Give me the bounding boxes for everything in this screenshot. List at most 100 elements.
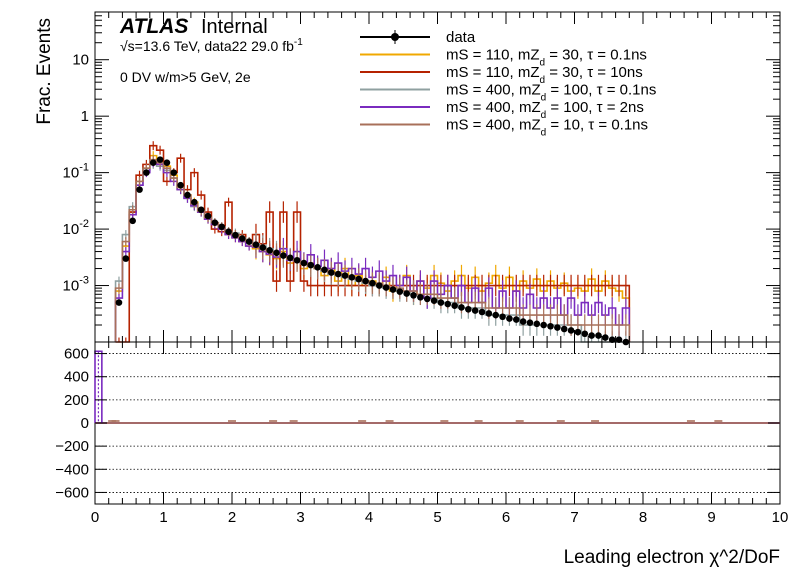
lumi-superscript: -1 (294, 37, 303, 48)
data-point (184, 191, 191, 199)
data-point (143, 169, 150, 176)
data-point (266, 247, 273, 254)
data-point (259, 244, 267, 251)
data-point (149, 159, 157, 166)
data-point (191, 198, 198, 206)
data-point (115, 299, 123, 306)
data-point (375, 282, 383, 289)
data-point (451, 302, 458, 309)
data-point (423, 295, 431, 303)
data-point (321, 266, 328, 274)
data-point (341, 272, 349, 279)
data-point (478, 308, 486, 316)
data-point (560, 325, 568, 333)
data-point (328, 269, 335, 276)
data-point (232, 231, 239, 239)
data-point (444, 300, 452, 308)
data-point (163, 159, 171, 166)
y-tick-label: 10 (72, 52, 89, 69)
data-point (156, 156, 164, 163)
series-1-step-line (114, 154, 631, 342)
data-point (211, 219, 219, 226)
ratio-y-tick-label: −400 (55, 461, 89, 478)
data-point (300, 259, 308, 267)
data-point (471, 307, 479, 314)
data-point (362, 277, 369, 285)
data-point (204, 212, 212, 220)
main-series-group (114, 141, 631, 346)
data-point (410, 292, 417, 299)
data-point (533, 320, 541, 328)
data-point (369, 279, 376, 287)
energy-lumi-text: √s=13.6 TeV, data22 29.0 fb-1 (120, 37, 303, 54)
data-point (348, 273, 356, 281)
data-point (197, 206, 205, 214)
ratio-y-tick-label: 600 (64, 346, 89, 363)
data-point (588, 332, 595, 339)
data-point (540, 321, 547, 329)
main-axes-group: 10-3 10-2 10-1 1 10 (63, 11, 781, 342)
data-point (293, 256, 301, 264)
ratio-y-tick-label: −600 (55, 484, 89, 501)
data-point (382, 284, 390, 291)
series-2-step-line (115, 144, 631, 343)
legend-label-2: mS = 110, mZd = 30, τ = 10ns (446, 64, 643, 86)
data-point (136, 186, 143, 193)
data-point (547, 322, 554, 330)
data-point (252, 241, 260, 248)
data-point (334, 270, 342, 278)
data-point (519, 318, 527, 325)
data-point (526, 319, 534, 326)
legend-label-4: mS = 400, mZd = 100, τ = 2ns (446, 99, 644, 121)
data-point (122, 255, 130, 262)
data-point (245, 238, 253, 245)
energy-text: √s=13.6 TeV, data22 29.0 fb (120, 38, 294, 54)
legend-label-3: mS = 400, mZd = 100, τ = 0.1ns (446, 82, 656, 104)
data-point (602, 334, 609, 341)
data-point (506, 315, 513, 322)
data-point (458, 304, 465, 311)
data-point (512, 316, 520, 323)
legend-label-0: data (446, 29, 476, 46)
data-point (355, 275, 363, 283)
x-axis-label: Leading electron χ^2/DoF (564, 547, 780, 568)
y-tick-label: 10-2 (63, 218, 89, 238)
x-tick-label: 0 (91, 509, 99, 526)
x-tick-label: 8 (639, 509, 647, 526)
data-point (499, 313, 506, 321)
y-axis-label: Frac. Events (34, 18, 55, 125)
data-point (595, 332, 602, 339)
data-point (492, 311, 500, 319)
data-point (280, 252, 287, 259)
data-point (567, 327, 575, 334)
data-point (177, 181, 184, 189)
data-point (129, 217, 136, 225)
series-5-step-line (114, 158, 631, 342)
x-tick-label: 6 (502, 509, 510, 526)
data-point (608, 336, 616, 343)
x-tick-label: 4 (365, 509, 373, 526)
x-tick-label: 2 (228, 509, 236, 526)
ratio-y-tick-label: 400 (64, 369, 89, 386)
x-tick-label: 7 (570, 509, 578, 526)
data-point (396, 288, 404, 295)
x-tick-label: 3 (296, 509, 304, 526)
atlas-logo-text: ATLAS (119, 15, 188, 38)
ratio-spike (94, 350, 103, 423)
data-point (225, 228, 232, 235)
data-point (417, 293, 424, 301)
data-point (430, 297, 438, 304)
ratio-series-group (94, 350, 780, 424)
ratio-y-tick-label: 200 (64, 392, 89, 409)
data-point (307, 261, 315, 269)
y-tick-label: 10-3 (63, 275, 89, 295)
data-point (389, 286, 397, 293)
y-tick-label: 10-1 (63, 162, 89, 182)
data-point (403, 290, 410, 297)
data-point (170, 169, 178, 176)
legend-label-5: mS = 400, mZd = 10, τ = 0.1ns (446, 117, 648, 139)
x-tick-label: 9 (707, 509, 715, 526)
legend-label-1: mS = 110, mZd = 30, τ = 0.1ns (446, 47, 647, 69)
